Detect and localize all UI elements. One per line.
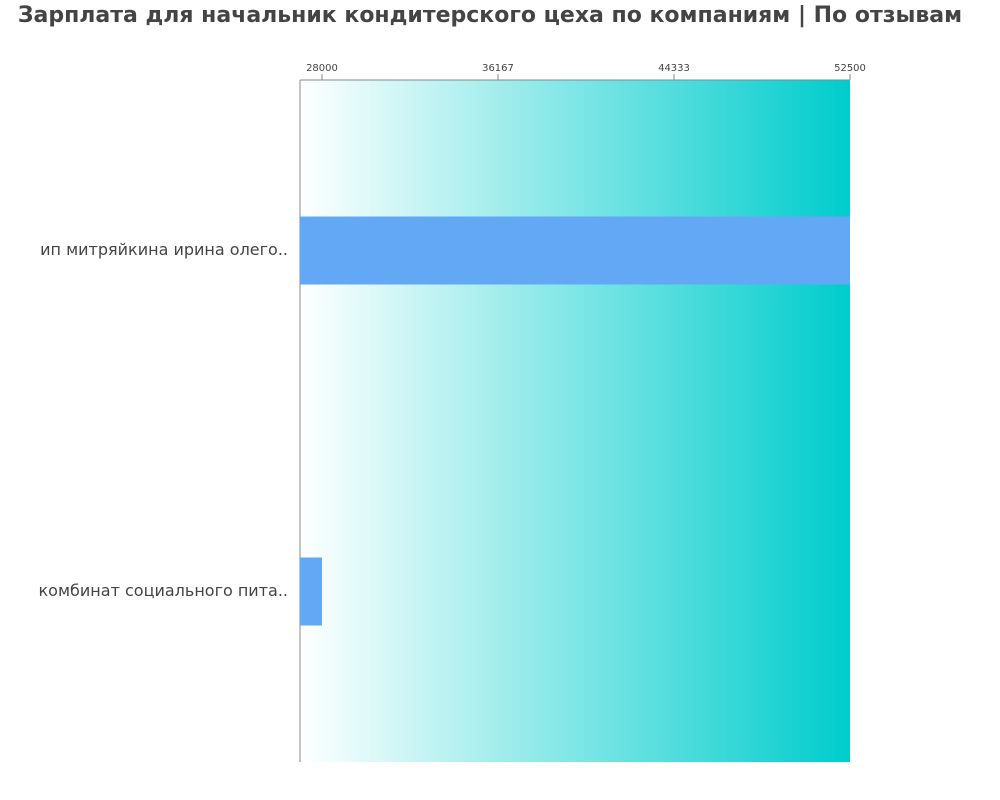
- y-tick-label: комбинат социального пита..: [39, 581, 288, 600]
- bar: [300, 216, 850, 285]
- plot-background: [300, 80, 850, 762]
- chart-title: Зарплата для начальник кондитерского цех…: [18, 3, 962, 28]
- x-tick-label: 52500: [834, 63, 866, 74]
- x-tick-label: 28000: [306, 63, 338, 74]
- y-tick-label: ип митряйкина ирина олего..: [40, 240, 288, 259]
- bar: [300, 557, 322, 626]
- x-tick-label: 36167: [482, 63, 514, 74]
- x-tick-label: 44333: [658, 63, 690, 74]
